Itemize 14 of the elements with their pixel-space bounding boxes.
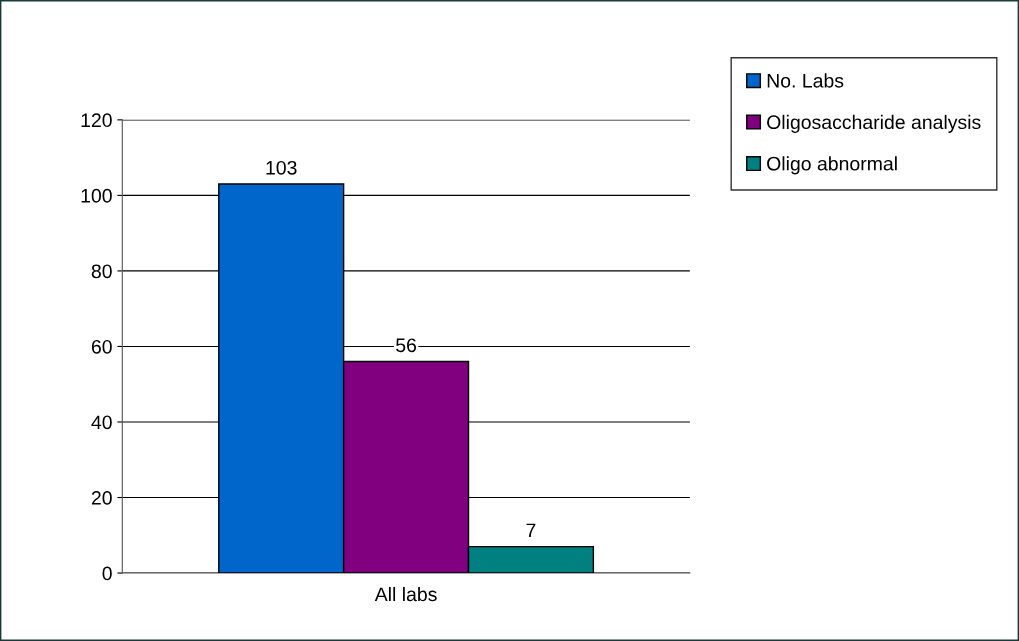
data-label: 7 (526, 523, 536, 538)
y-tick-label: 120 (81, 113, 112, 128)
data-label: 56 (396, 338, 417, 353)
y-tick-label: 80 (91, 264, 112, 279)
y-tick-label: 20 (91, 490, 112, 505)
legend-label: No. Labs (767, 73, 844, 88)
data-label: 103 (266, 160, 297, 175)
legend-label: Oligo abnormal (767, 156, 897, 175)
legend-label: Oligosaccharide analysis (767, 114, 981, 133)
y-tick-label: 0 (102, 566, 112, 581)
y-tick-label: 100 (81, 188, 112, 203)
x-tick-label: All labs (374, 586, 437, 602)
y-tick-label: 40 (91, 415, 112, 430)
y-tick-label: 60 (91, 339, 112, 354)
